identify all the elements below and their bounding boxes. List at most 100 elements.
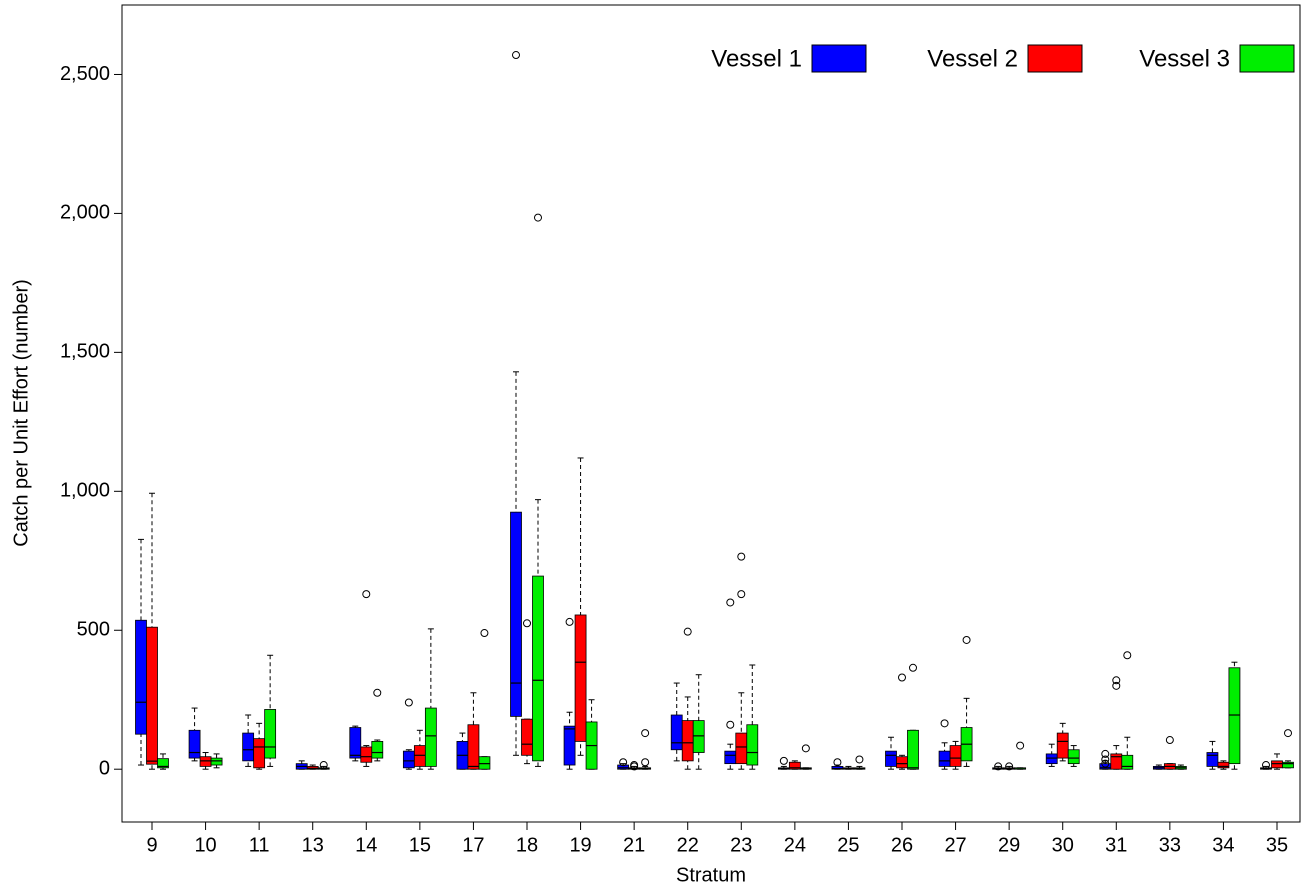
outlier xyxy=(619,758,628,767)
outlier xyxy=(994,762,1003,771)
x-axis-title: Stratum xyxy=(676,864,746,886)
outlier xyxy=(319,761,328,770)
box xyxy=(1067,749,1080,765)
box xyxy=(896,756,908,769)
outlier xyxy=(1165,736,1174,745)
box xyxy=(157,758,169,769)
box xyxy=(521,718,533,756)
outlier xyxy=(534,213,542,222)
y-tick-label: 1,500 xyxy=(60,341,110,363)
outlier xyxy=(962,635,971,644)
outlier xyxy=(683,627,692,636)
legend-swatch xyxy=(1239,44,1295,73)
x-tick-label: 30 xyxy=(1052,834,1074,856)
x-tick-label: 19 xyxy=(569,834,591,856)
box xyxy=(242,732,255,762)
x-tick-label: 21 xyxy=(623,834,645,856)
outlier xyxy=(737,552,746,561)
box xyxy=(1056,732,1069,759)
box xyxy=(371,741,384,759)
y-axis-title: Catch per Unit Effort (number) xyxy=(10,279,32,547)
outlier xyxy=(737,590,746,599)
outlier xyxy=(1112,681,1121,690)
box xyxy=(692,720,705,753)
outlier xyxy=(1101,749,1110,758)
legend-swatch xyxy=(811,44,867,73)
outlier xyxy=(1005,762,1014,771)
box xyxy=(670,714,683,751)
outlier xyxy=(565,617,574,626)
x-tick-label: 25 xyxy=(837,834,859,856)
box xyxy=(746,724,759,766)
box xyxy=(949,745,962,767)
outlier xyxy=(404,698,413,707)
x-tick-label: 23 xyxy=(730,834,752,856)
box xyxy=(135,619,147,735)
outlier xyxy=(1101,759,1110,768)
x-tick-label: 14 xyxy=(355,834,377,856)
outlier xyxy=(1284,729,1292,738)
x-tick-label: 33 xyxy=(1159,834,1181,856)
box xyxy=(1217,761,1230,769)
box xyxy=(574,614,587,742)
legend-label: Vessel 3 xyxy=(1139,45,1230,72)
outlier xyxy=(726,720,735,729)
x-tick-label: 27 xyxy=(944,834,966,856)
box xyxy=(349,727,362,759)
outlier xyxy=(641,758,650,767)
outlier xyxy=(940,719,949,728)
box xyxy=(735,732,748,765)
box xyxy=(617,764,630,770)
y-tick-label: 500 xyxy=(77,619,110,641)
box xyxy=(188,729,201,759)
outlier xyxy=(641,729,650,738)
box xyxy=(1271,760,1283,769)
outlier xyxy=(726,598,735,607)
box xyxy=(938,750,951,767)
x-tick-label: 26 xyxy=(891,834,913,856)
y-tick-label: 2,500 xyxy=(60,63,110,85)
box xyxy=(413,745,426,767)
outlier xyxy=(1123,651,1132,660)
x-tick-label: 18 xyxy=(516,834,538,856)
x-tick-label: 9 xyxy=(146,834,157,856)
plot-frame xyxy=(121,4,1301,823)
box xyxy=(1228,667,1241,765)
box xyxy=(199,756,212,767)
outlier xyxy=(898,673,906,682)
outlier xyxy=(1262,761,1270,770)
box xyxy=(146,626,158,765)
x-tick-label: 13 xyxy=(302,834,324,856)
outlier xyxy=(523,619,531,628)
box xyxy=(467,724,480,770)
legend-label: Vessel 1 xyxy=(711,45,802,72)
outlier xyxy=(855,755,864,764)
outlier xyxy=(833,758,842,767)
box xyxy=(510,511,522,717)
box xyxy=(532,575,544,762)
box xyxy=(264,709,277,759)
x-tick-label: 31 xyxy=(1105,834,1127,856)
box xyxy=(1121,754,1134,770)
box xyxy=(1282,761,1294,769)
outlier xyxy=(1016,741,1025,750)
outlier xyxy=(630,762,639,771)
x-tick-label: 15 xyxy=(409,834,431,856)
box xyxy=(424,707,437,767)
x-tick-label: 29 xyxy=(998,834,1020,856)
x-tick-label: 34 xyxy=(1212,834,1234,856)
legend-swatch xyxy=(1027,44,1083,73)
outlier xyxy=(362,590,371,599)
outlier xyxy=(779,756,788,765)
x-tick-label: 10 xyxy=(194,834,216,856)
x-tick-label: 24 xyxy=(784,834,806,856)
x-tick-label: 22 xyxy=(677,834,699,856)
box xyxy=(478,756,491,770)
box xyxy=(1206,752,1219,767)
box xyxy=(724,750,737,765)
y-tick-label: 1,000 xyxy=(60,480,110,502)
box xyxy=(1045,753,1058,765)
legend-label: Vessel 2 xyxy=(927,45,1018,72)
box xyxy=(907,729,919,770)
outlier xyxy=(801,744,810,753)
